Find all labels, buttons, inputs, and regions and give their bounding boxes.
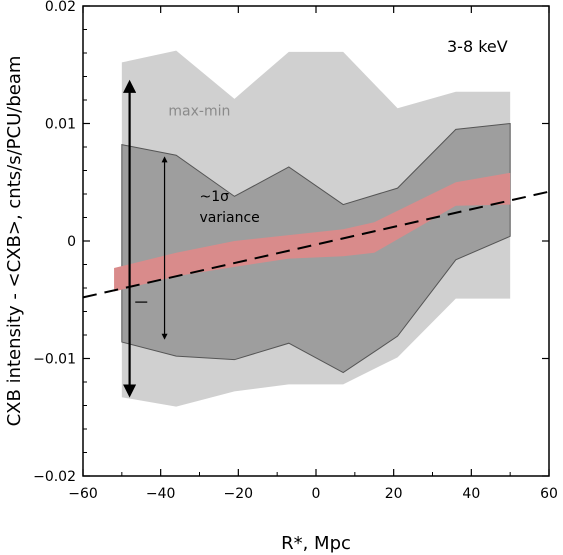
annotation-layer: max-min ~1σ variance <box>123 79 260 398</box>
energy-band-label: 3-8 keV <box>447 37 508 56</box>
y-tick-label: 0.01 <box>45 117 76 133</box>
annotation-1: ~1σ <box>200 189 230 205</box>
band-layer <box>114 50 511 407</box>
trend-line <box>82 190 550 299</box>
x-tick-label: 0 <box>312 486 321 502</box>
x-tick-label: 20 <box>385 486 403 502</box>
x-tick-label: 40 <box>462 486 480 502</box>
y-tick-label: 0 <box>67 234 76 250</box>
y-tick-label: −0.01 <box>33 352 76 368</box>
x-tick-label: −40 <box>146 486 176 502</box>
y-axis-ticks: −0.02 −0.01 0 0.01 0.02 <box>33 0 549 485</box>
x-axis-title: R*, Mpc <box>281 533 351 554</box>
line-layer <box>82 190 550 299</box>
y-axis-title: CXB intensity - <CXB>, cnts/s/PCU/beam <box>4 56 25 427</box>
y-tick-label: −0.02 <box>33 469 76 485</box>
y-tick-label: 0.02 <box>45 0 76 15</box>
x-tick-label: −60 <box>68 486 98 502</box>
annotation-2: variance <box>200 210 260 226</box>
band-2 <box>114 172 511 292</box>
x-axis-ticks: −60 −40 −20 0 20 40 60 <box>68 6 558 502</box>
annotation-0: max-min <box>168 103 230 119</box>
x-tick-label: 60 <box>540 486 558 502</box>
x-tick-label: −20 <box>224 486 254 502</box>
